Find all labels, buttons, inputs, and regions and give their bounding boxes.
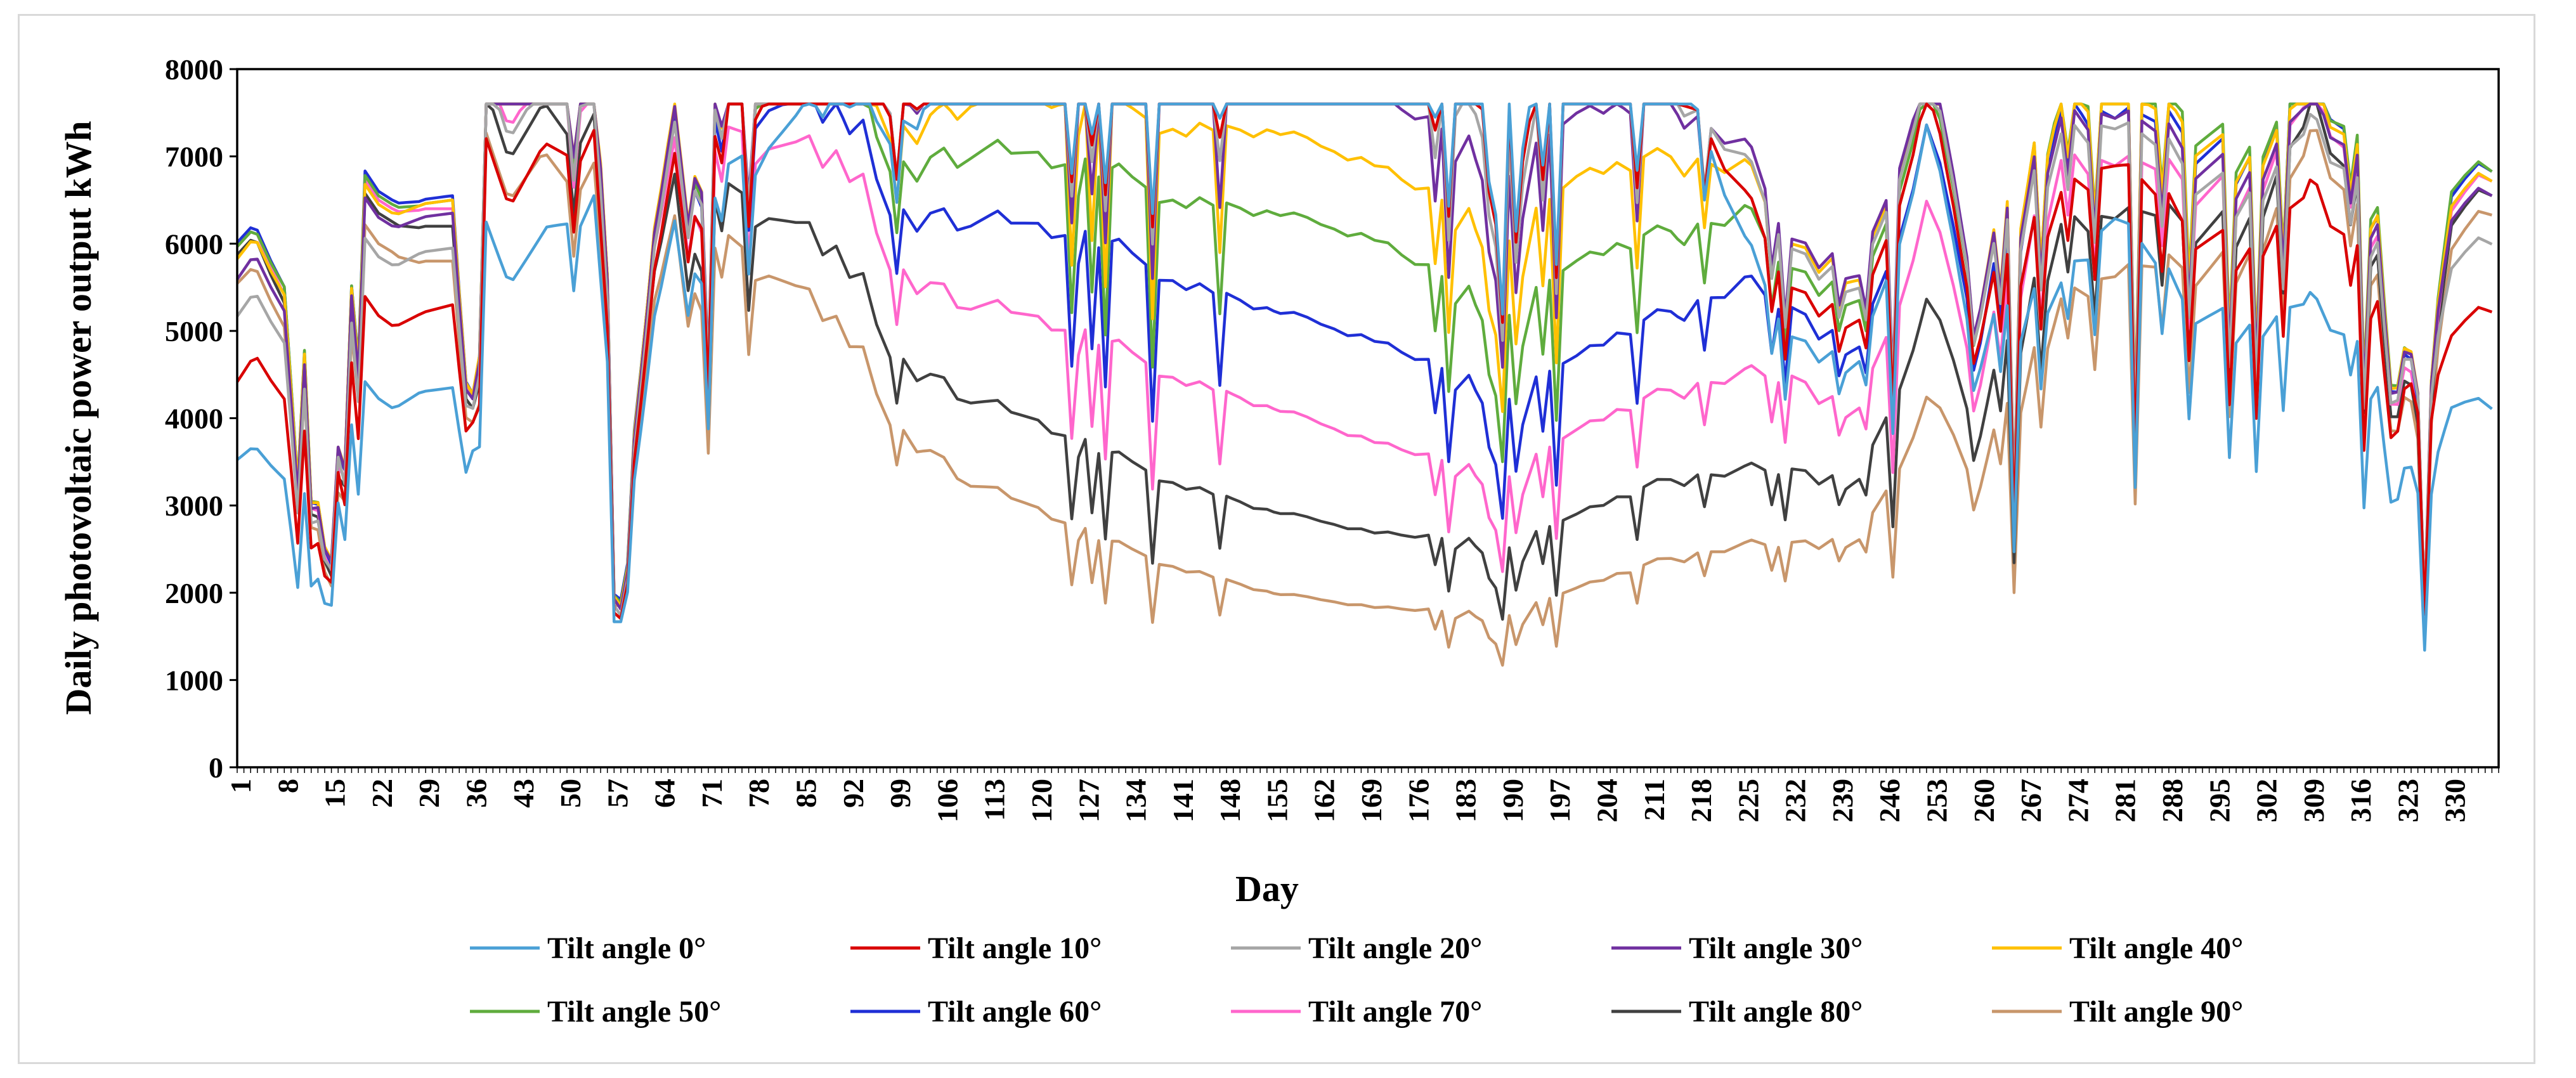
- x-tick-label: 204: [1590, 779, 1623, 822]
- x-tick-label: 99: [884, 779, 916, 808]
- chart-canvas: 0 1000 2000 3000 4000 5000 6000 7000 8000 1 8 15 22…: [58, 53, 2500, 1029]
- x-tick-label: 239: [1826, 779, 1859, 822]
- legend-label: Tilt angle 50°: [547, 995, 721, 1029]
- x-tick-label: 330: [2439, 779, 2471, 822]
- x-tick-label: 232: [1779, 779, 1812, 822]
- y-tick-label: 3000: [165, 490, 223, 522]
- x-tick-label: 176: [1402, 779, 1434, 822]
- legend-label: Tilt angle 20°: [1308, 932, 1482, 965]
- x-tick-label: 190: [1497, 779, 1529, 822]
- x-tick-label: 295: [2203, 779, 2235, 822]
- x-tick-label: 29: [413, 779, 445, 808]
- x-tick-label: 106: [931, 779, 963, 822]
- plot-area: [237, 69, 2499, 767]
- x-tick-label: 197: [1544, 779, 1576, 822]
- x-tick-label: 22: [366, 779, 398, 808]
- x-tick-label: 162: [1308, 779, 1341, 822]
- x-tick-label: 120: [1025, 779, 1058, 822]
- x-tick-label: 148: [1214, 779, 1246, 822]
- series-line: [236, 102, 2493, 652]
- x-tick-label: 50: [554, 779, 587, 808]
- x-tick-label: 260: [1968, 779, 2000, 822]
- x-tick-label: 134: [1120, 779, 1152, 822]
- x-tick-label: 309: [2298, 779, 2330, 822]
- x-tick-label: 15: [319, 779, 351, 808]
- x-tick-label: 36: [460, 779, 492, 808]
- legend-label: Tilt angle 0°: [547, 932, 706, 965]
- x-tick-label: 225: [1732, 779, 1764, 822]
- x-tick-label: 183: [1450, 779, 1482, 822]
- legend-label: Tilt angle 40°: [2069, 932, 2243, 965]
- legend: Tilt angle 0° Tilt angle 10° Tilt angle 20…: [470, 932, 2243, 1029]
- y-axis-title: Daily photovoltaic power output kWh: [58, 121, 99, 715]
- x-tick-label: 246: [1873, 779, 1906, 822]
- legend-label: Tilt angle 30°: [1689, 932, 1863, 965]
- x-tick-label: 281: [2109, 779, 2142, 822]
- y-axis: 0 1000 2000 3000 4000 5000 6000 7000 8000: [165, 53, 237, 784]
- legend-label: Tilt angle 80°: [1689, 995, 1863, 1029]
- y-tick-label: 1000: [165, 664, 223, 696]
- y-tick-label: 8000: [165, 53, 223, 86]
- x-tick-label: 302: [2251, 779, 2283, 822]
- x-tick-label: 85: [790, 779, 823, 808]
- legend-label: Tilt angle 70°: [1308, 995, 1482, 1029]
- y-tick-label: 5000: [165, 315, 223, 347]
- x-tick-label: 316: [2345, 779, 2377, 822]
- legend-label: Tilt angle 60°: [928, 995, 1102, 1029]
- x-tick-label: 92: [837, 779, 869, 808]
- y-tick-label: 2000: [165, 577, 223, 609]
- x-tick-label: 267: [2015, 779, 2047, 822]
- x-tick-label: 57: [601, 779, 634, 808]
- legend-label: Tilt angle 90°: [2069, 995, 2243, 1029]
- x-tick-label: 288: [2156, 779, 2189, 822]
- x-tick-label: 78: [743, 779, 775, 808]
- y-tick-label: 7000: [165, 141, 223, 173]
- x-tick-label: 323: [2391, 779, 2424, 822]
- x-tick-label: 169: [1355, 779, 1388, 822]
- x-tick-label: 113: [979, 779, 1011, 821]
- x-tick-label: 43: [507, 779, 540, 808]
- x-tick-label: 155: [1261, 779, 1293, 822]
- x-axis: 1 8 15 22 29 36 43 50 57 64 71 78 85 92 99 106 113 120 127…: [224, 767, 2499, 822]
- chart-frame: 0 1000 2000 3000 4000 5000 6000 7000 8000 1 8 15 22…: [18, 14, 2535, 1064]
- x-tick-label: 71: [696, 779, 728, 808]
- legend-label: Tilt angle 10°: [928, 932, 1102, 965]
- x-tick-label: 253: [1921, 779, 1953, 822]
- y-tick-label: 6000: [165, 228, 223, 260]
- series-layer: [236, 102, 2493, 667]
- y-tick-label: 0: [209, 751, 223, 784]
- x-axis-title: Day: [1235, 868, 1299, 909]
- x-tick-label: 1: [224, 779, 257, 793]
- x-tick-label: 218: [1685, 779, 1717, 822]
- x-tick-label: 64: [649, 779, 681, 808]
- y-tick-label: 4000: [165, 403, 223, 435]
- x-tick-label: 127: [1072, 779, 1105, 822]
- x-tick-label: 8: [271, 779, 304, 793]
- x-tick-label: 141: [1167, 779, 1199, 822]
- x-tick-label: 274: [2062, 779, 2094, 822]
- x-tick-label: 211: [1638, 779, 1670, 821]
